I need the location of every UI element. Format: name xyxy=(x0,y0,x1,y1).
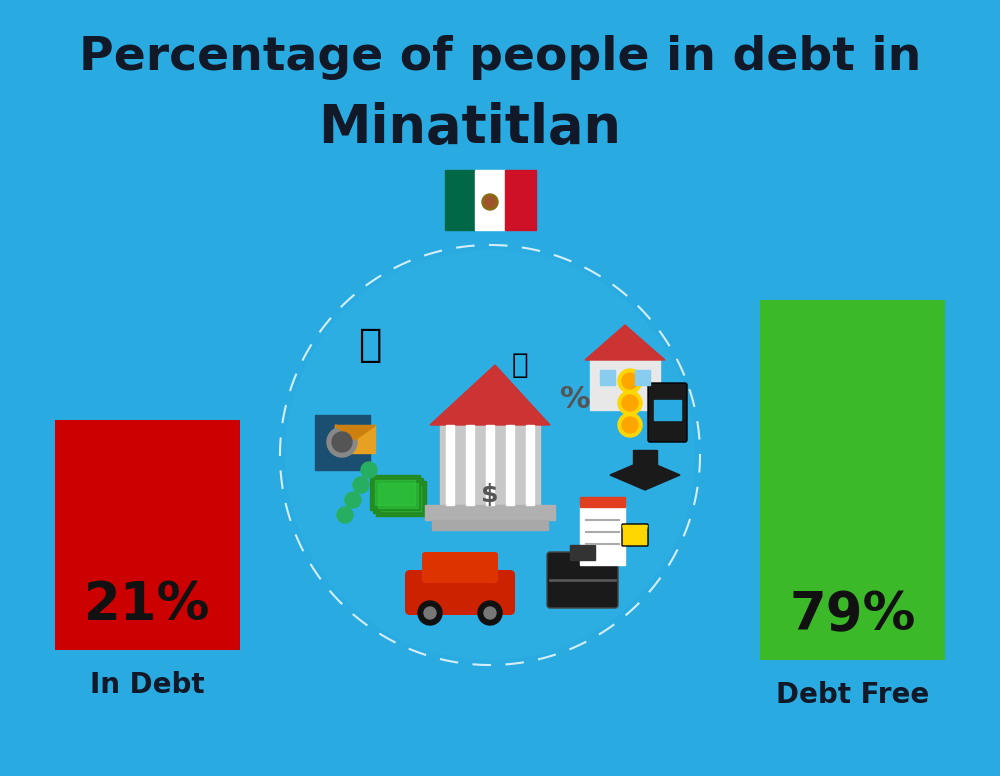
Bar xyxy=(580,505,625,565)
Text: %: % xyxy=(560,386,590,414)
Bar xyxy=(505,170,536,230)
Circle shape xyxy=(418,601,442,625)
Bar xyxy=(378,483,418,508)
Bar xyxy=(445,170,475,230)
Circle shape xyxy=(618,413,642,437)
Bar xyxy=(633,450,657,465)
Text: Minatitlan: Minatitlan xyxy=(318,102,622,154)
Circle shape xyxy=(484,607,496,619)
Bar xyxy=(432,520,548,530)
Bar xyxy=(446,425,454,505)
Circle shape xyxy=(424,607,436,619)
Text: 21%: 21% xyxy=(84,579,211,631)
Circle shape xyxy=(337,507,353,523)
FancyBboxPatch shape xyxy=(422,552,498,583)
Text: $: $ xyxy=(481,483,499,507)
Bar xyxy=(370,475,420,510)
FancyBboxPatch shape xyxy=(622,524,648,546)
Bar xyxy=(580,497,625,507)
Text: 🔑: 🔑 xyxy=(512,351,528,379)
Bar xyxy=(440,425,540,505)
Bar xyxy=(425,505,555,520)
Bar xyxy=(486,425,494,505)
Bar xyxy=(760,300,945,660)
Bar xyxy=(475,170,505,230)
Bar xyxy=(375,480,415,505)
Circle shape xyxy=(332,432,352,452)
FancyBboxPatch shape xyxy=(648,383,687,442)
Polygon shape xyxy=(430,365,550,425)
Circle shape xyxy=(361,462,377,478)
Bar xyxy=(55,420,240,650)
Text: In Debt: In Debt xyxy=(90,671,205,699)
Circle shape xyxy=(353,477,369,493)
Text: Debt Free: Debt Free xyxy=(776,681,929,709)
Circle shape xyxy=(327,427,357,457)
Bar xyxy=(590,360,660,410)
Circle shape xyxy=(622,417,638,433)
Bar xyxy=(654,400,681,420)
FancyBboxPatch shape xyxy=(405,570,515,615)
Bar xyxy=(600,370,615,385)
Bar xyxy=(335,425,375,453)
Circle shape xyxy=(482,194,498,210)
Circle shape xyxy=(345,492,361,508)
Bar xyxy=(466,425,474,505)
Bar xyxy=(373,478,423,513)
Circle shape xyxy=(622,395,638,411)
Text: 🦅: 🦅 xyxy=(358,326,382,364)
Text: Percentage of people in debt in: Percentage of people in debt in xyxy=(79,36,921,81)
Circle shape xyxy=(622,373,638,389)
FancyBboxPatch shape xyxy=(547,552,618,608)
Text: 79%: 79% xyxy=(789,589,916,641)
Bar xyxy=(526,425,534,505)
Bar xyxy=(570,545,595,560)
Polygon shape xyxy=(335,425,375,439)
Circle shape xyxy=(478,601,502,625)
Bar xyxy=(376,481,426,516)
Polygon shape xyxy=(610,460,680,490)
Bar xyxy=(381,486,421,511)
Polygon shape xyxy=(585,325,665,360)
Circle shape xyxy=(618,369,642,393)
Bar xyxy=(315,415,370,470)
Bar xyxy=(635,370,650,385)
Circle shape xyxy=(285,250,695,660)
Circle shape xyxy=(618,391,642,415)
Circle shape xyxy=(485,197,495,207)
Bar xyxy=(506,425,514,505)
